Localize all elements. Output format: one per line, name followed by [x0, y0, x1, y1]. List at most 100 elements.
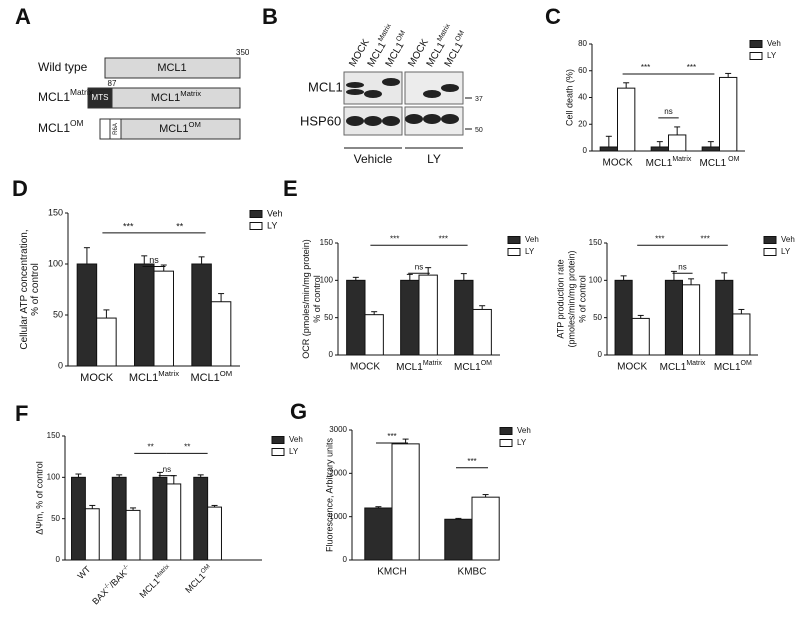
x-tick-label-sup: OM [220, 369, 232, 378]
row-label: MCL1OM [38, 118, 84, 135]
panel-letter: G [290, 399, 307, 424]
bar [732, 313, 751, 356]
x-tick-label: MOCK [603, 158, 633, 169]
bar [191, 263, 212, 367]
x-tick-label-part: MCL1 [714, 362, 741, 373]
lane-label-part: MCL1 [383, 40, 406, 69]
matrix-box [111, 87, 241, 109]
x-tick-label-sup: Matrix [672, 156, 692, 163]
x-tick-label: MOCK [350, 362, 380, 373]
y-tick-label: 100 [320, 275, 334, 284]
blot-row-label: MCL1 [308, 79, 343, 94]
y-axis-label: ATP production rate [555, 259, 565, 338]
legend-swatch [763, 236, 777, 244]
bar [418, 274, 438, 356]
significance-label: *** [467, 457, 476, 466]
significance-label: ** [147, 442, 153, 451]
significance-label: *** [700, 234, 709, 243]
x-tick-label: MCL1Matrix [660, 360, 706, 372]
y-axis-label: (pmoles/min/mg protein) [566, 250, 576, 347]
bar [444, 518, 473, 561]
bar [346, 279, 366, 356]
bar [719, 76, 738, 152]
marker-label: 50 [475, 127, 483, 134]
significance-label: *** [687, 63, 696, 72]
legend-swatch [249, 210, 263, 218]
x-tick-label: MCL1Matrix [129, 369, 179, 384]
x-tick-label-sup: Matrix [423, 360, 443, 367]
y-axis-label: % of control [312, 275, 322, 323]
box-label: MCL1 [157, 62, 186, 74]
significance-label: ns [664, 107, 672, 116]
box-label-sup: Matrix [180, 89, 201, 98]
bar [364, 507, 393, 561]
legend-swatch [499, 439, 513, 447]
bar [617, 87, 636, 152]
y-tick-label: 50 [51, 514, 60, 523]
legend-label: Veh [267, 208, 283, 218]
x-tick-label: MCL1OM [183, 563, 215, 595]
row-label-sup: OM [70, 118, 84, 128]
significance-label: *** [390, 234, 399, 243]
bar [76, 263, 98, 367]
lane-label-sup: Matrix [437, 23, 453, 43]
legend-label: LY [781, 247, 791, 256]
legend-swatch [749, 40, 763, 48]
row-label: Wild type [38, 60, 88, 74]
lane-label-sup: OM [396, 30, 408, 43]
x-tick-label-sup: -/- [121, 563, 130, 572]
bar [153, 270, 174, 367]
box-label-part: MCL1 [151, 92, 180, 104]
bar [391, 443, 420, 561]
x-tick-label-part: MCL1 [454, 362, 481, 373]
bar [71, 476, 86, 561]
y-tick-label: 100 [589, 275, 603, 284]
y-tick-label: 150 [589, 238, 603, 247]
lane-label-sup: OM [455, 30, 467, 43]
x-tick-label: MOCK [617, 362, 647, 373]
end-number: 350 [236, 48, 250, 57]
bar [152, 476, 168, 561]
bar [599, 146, 618, 152]
group-label: LY [427, 152, 441, 166]
y-tick-label: 0 [329, 350, 334, 359]
y-axis-label: OCR (pmoles/min/mg protein) [301, 239, 311, 359]
legend-label: LY [767, 51, 777, 60]
box-label-sup: OM [188, 120, 200, 129]
y-tick-label: 50 [593, 313, 602, 322]
y-tick-label: 60 [578, 66, 587, 75]
x-tick-label-sup: Matrix [686, 360, 706, 367]
x-tick-label-sup: OM [741, 360, 752, 367]
bar [664, 279, 683, 356]
x-tick-label-sup: Matrix [158, 369, 179, 378]
x-tick-label: MCL1OM [454, 360, 492, 372]
y-tick-label: 80 [578, 39, 587, 48]
y-tick-label: 20 [578, 119, 587, 128]
bar [207, 506, 222, 561]
om-tm-box [99, 118, 111, 140]
x-tick-label-part: MCL1 [700, 158, 727, 169]
x-tick-label-part: MCL1 [660, 362, 687, 373]
y-tick-label: 50 [324, 313, 333, 322]
x-tick-label-sup: OM [481, 360, 492, 367]
x-tick-label: MCL1 OM [700, 156, 740, 168]
legend-swatch [749, 52, 763, 60]
significance-label: *** [439, 234, 448, 243]
box-label: MCL1OM [159, 120, 201, 135]
bar [668, 134, 687, 152]
x-tick-label-sup: -/- [102, 582, 111, 591]
lane-label-part: MCL1 [442, 40, 465, 69]
significance-label: ** [184, 442, 190, 451]
y-tick-label: 0 [58, 360, 63, 370]
blot-frame [343, 71, 403, 105]
blot-bands [346, 78, 459, 126]
legend-swatch [763, 248, 777, 256]
panel-letter: E [283, 176, 298, 201]
y-tick-label: 0 [583, 146, 588, 155]
row-label-part: MCL1 [38, 90, 70, 104]
group-label: Vehicle [354, 152, 393, 166]
bar [193, 476, 209, 561]
significance-label: ns [678, 262, 686, 271]
y-tick-label: 3000 [329, 425, 347, 434]
x-tick-label: WT [75, 564, 92, 581]
